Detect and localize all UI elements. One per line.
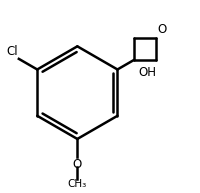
Text: Cl: Cl xyxy=(6,45,18,58)
Text: CH₃: CH₃ xyxy=(67,179,87,189)
Text: OH: OH xyxy=(138,66,155,79)
Text: O: O xyxy=(72,158,82,171)
Text: O: O xyxy=(157,23,166,36)
